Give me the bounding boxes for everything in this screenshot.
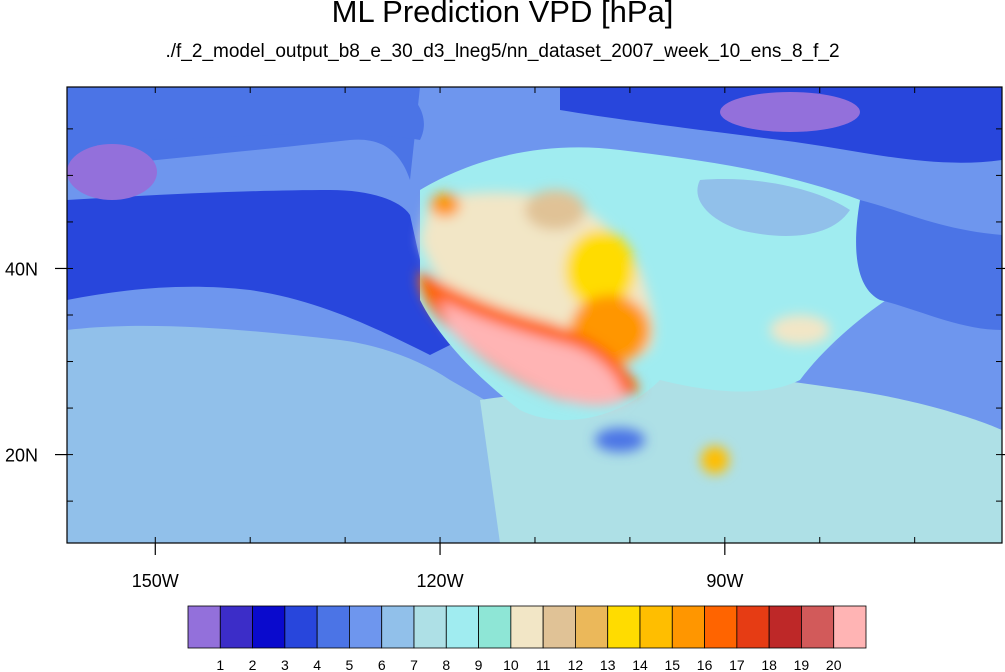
colorbar-swatch bbox=[833, 605, 867, 649]
colorbar-label: 7 bbox=[410, 657, 418, 672]
colorbar-label: 18 bbox=[761, 657, 777, 672]
x-axis: 150W 120W 90W bbox=[132, 87, 916, 591]
colorbar-label: 2 bbox=[249, 657, 257, 672]
colorbar-swatch bbox=[445, 605, 479, 649]
colorbar-label: 14 bbox=[632, 657, 648, 672]
x-tick-label: 90W bbox=[706, 571, 743, 591]
colorbar-swatch bbox=[381, 605, 415, 649]
colorbar-label: 19 bbox=[794, 657, 810, 672]
colorbar-swatch bbox=[801, 605, 835, 649]
colorbar-swatch bbox=[510, 605, 544, 649]
warm-anomaly-group bbox=[419, 190, 830, 474]
map-field bbox=[67, 87, 1002, 543]
colorbar-label: 15 bbox=[664, 657, 680, 672]
colorbar-label: 10 bbox=[503, 657, 519, 672]
colorbar-swatch bbox=[542, 605, 576, 649]
colorbar-swatch bbox=[704, 605, 738, 649]
colorbar-label: 16 bbox=[697, 657, 713, 672]
colorbar-label: 20 bbox=[826, 657, 842, 672]
colorbar-label: 8 bbox=[442, 657, 450, 672]
colorbar-label: 11 bbox=[536, 657, 551, 672]
y-tick-label: 20N bbox=[5, 446, 38, 466]
colorbar-swatch bbox=[639, 605, 673, 649]
east-coast-fill bbox=[856, 200, 1002, 330]
great-lakes-fill bbox=[697, 179, 850, 236]
x-tick-label: 120W bbox=[417, 571, 464, 591]
colorbar-swatch bbox=[478, 605, 512, 649]
colorbar-label: 1 bbox=[216, 657, 224, 672]
x-tick-label: 150W bbox=[132, 571, 179, 591]
colorbar-label: 13 bbox=[600, 657, 616, 672]
colorbar-swatch bbox=[768, 605, 802, 649]
y-tick-label: 40N bbox=[5, 259, 38, 279]
colorbar-swatch bbox=[607, 605, 641, 649]
colorbar: 1 2 3 4 5 6 7 8 9 10 11 12 13 14 15 16 17 18 19 20 bbox=[187, 605, 867, 672]
colorbar-swatch bbox=[252, 605, 286, 649]
canada-purple bbox=[720, 92, 860, 132]
colorbar-swatch bbox=[316, 605, 350, 649]
colorbar-swatch bbox=[671, 605, 705, 649]
colorbar-label: 5 bbox=[346, 657, 354, 672]
colorbar-swatch bbox=[349, 605, 383, 649]
colorbar-label: 4 bbox=[313, 657, 321, 672]
colorbar-label: 3 bbox=[281, 657, 289, 672]
colorbar-swatch bbox=[736, 605, 770, 649]
ocean-top-fill bbox=[67, 87, 424, 140]
colorbar-swatch bbox=[575, 605, 609, 649]
colorbar-swatch bbox=[413, 605, 447, 649]
colorbar-swatch bbox=[284, 605, 318, 649]
colorbar-swatch bbox=[219, 605, 253, 649]
colorbar-label: 6 bbox=[378, 657, 386, 672]
gulf-caribbean-fill bbox=[480, 375, 1002, 543]
colorbar-label: 9 bbox=[475, 657, 483, 672]
colorbar-label: 12 bbox=[568, 657, 584, 672]
colorbar-swatch bbox=[187, 605, 221, 649]
chart-title: ML Prediction VPD [hPa] bbox=[331, 0, 674, 29]
purple-patch-west bbox=[67, 144, 157, 200]
colorbar-label: 17 bbox=[729, 657, 745, 672]
ocean-north-fill bbox=[67, 190, 460, 355]
chart-subtitle: ./f_2_model_output_b8_e_30_d3_lneg5/nn_d… bbox=[165, 41, 840, 62]
